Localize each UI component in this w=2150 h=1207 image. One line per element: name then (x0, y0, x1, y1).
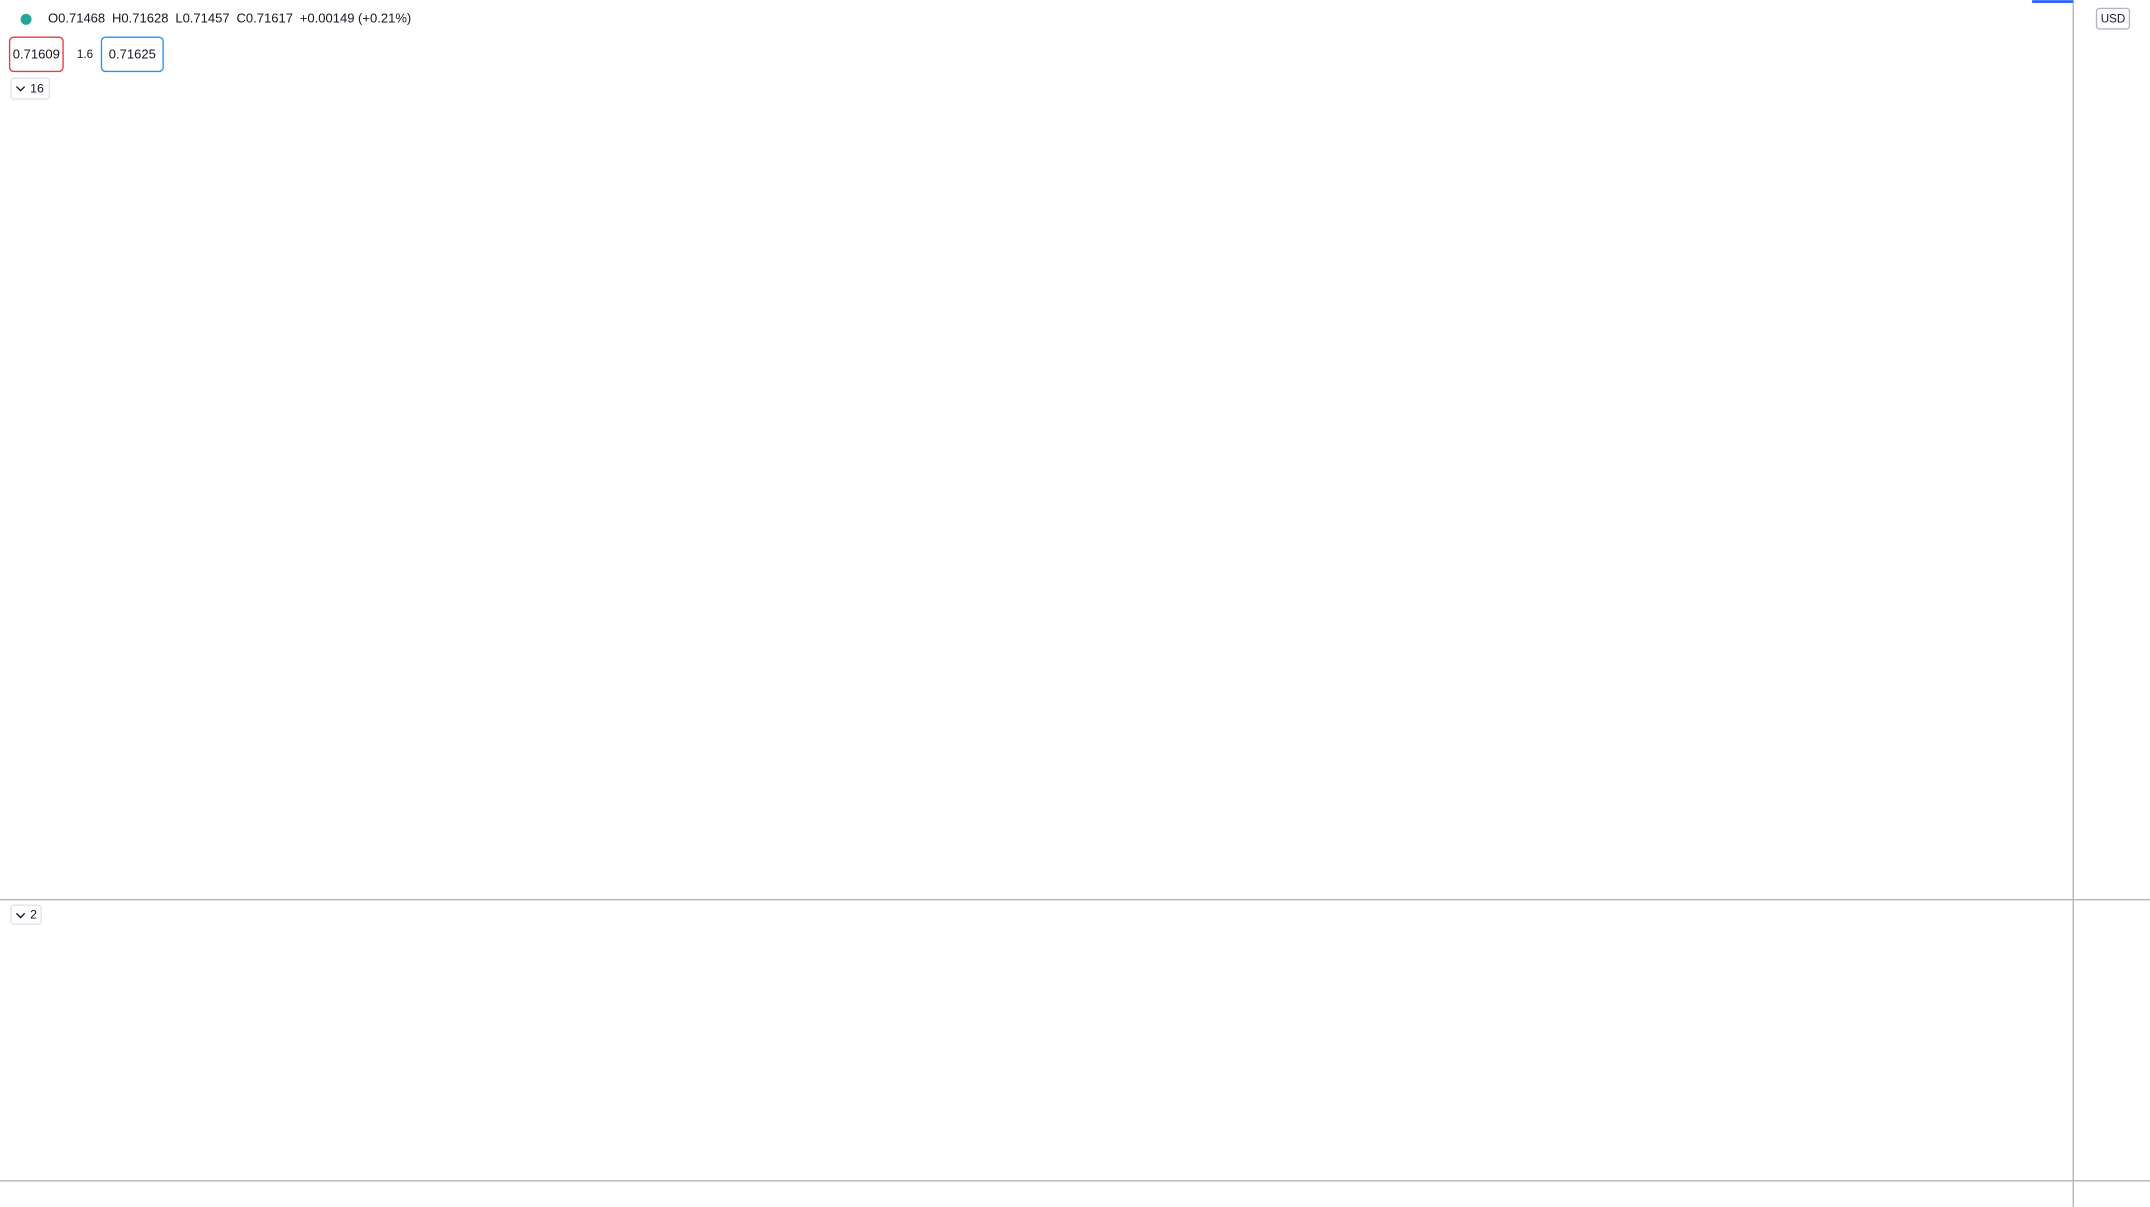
header: O0.71468 H0.71628 L0.71457 C0.71617 +0.00149… (8, 0, 2131, 926)
price-axis (2073, 0, 2150, 1207)
buy-price[interactable]: 0.71625 (109, 46, 156, 61)
currency[interactable]: USD (2101, 12, 2126, 25)
chevron-icon[interactable] (15, 912, 26, 919)
high-value: H0.71628 (112, 11, 168, 26)
collapse-button[interactable] (10, 904, 42, 926)
pane-label[interactable]: 16 (30, 82, 44, 96)
low-value: L0.71457 (175, 11, 229, 26)
collapse-button[interactable] (10, 77, 51, 100)
ohlc-legend: O0.71468 H0.71628 L0.71457 C0.71617 +0.00149… (48, 11, 411, 26)
toolbar-indicator (2032, 0, 2074, 3)
currency-box[interactable] (2095, 7, 2131, 30)
chevron-icon[interactable] (15, 86, 26, 92)
status-dot (20, 13, 32, 25)
sell-price[interactable]: 0.71609 (13, 46, 60, 61)
close-value: C0.71617 (236, 11, 292, 26)
open-value: O0.71468 (48, 11, 105, 26)
spread: 1.6 (77, 48, 93, 61)
change-value: +0.00149 (+0.21%) (300, 11, 411, 26)
sell-button[interactable] (8, 36, 64, 73)
buy-button[interactable] (100, 36, 164, 73)
pane-label[interactable]: 2 (30, 908, 37, 922)
